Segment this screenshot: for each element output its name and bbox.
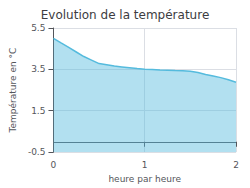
svg-text:heure par heure: heure par heure — [108, 174, 181, 184]
svg-text:5.5: 5.5 — [31, 23, 45, 33]
svg-text:0: 0 — [51, 160, 57, 170]
svg-text:-0.5: -0.5 — [28, 147, 46, 157]
svg-text:3.5: 3.5 — [31, 64, 45, 74]
svg-text:Température en °C: Température en °C — [8, 48, 18, 134]
svg-text:2: 2 — [233, 160, 239, 170]
svg-text:Evolution de la température: Evolution de la température — [41, 8, 210, 22]
svg-text:1.5: 1.5 — [31, 106, 45, 116]
svg-text:1: 1 — [142, 160, 148, 170]
